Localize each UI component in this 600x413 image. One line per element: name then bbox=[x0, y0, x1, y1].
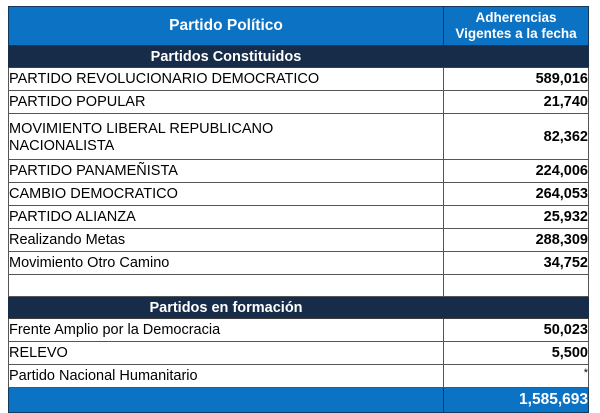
column-header-adherents-line2: Vigentes a la fecha bbox=[455, 26, 577, 41]
table-row: PARTIDO POPULAR 21,740 bbox=[8, 90, 589, 114]
party-name: PARTIDO ALIANZA bbox=[8, 205, 444, 229]
party-name: PARTIDO REVOLUCIONARIO DEMOCRATICO bbox=[8, 67, 444, 91]
table-row: Partido Nacional Humanitario * bbox=[8, 364, 589, 388]
party-name: CAMBIO DEMOCRATICO bbox=[8, 182, 444, 206]
table-row: RELEVO 5,500 bbox=[8, 341, 589, 365]
party-adherents: 50,023 bbox=[443, 318, 589, 342]
table-container: Partido Político Adherencias Vigentes a … bbox=[8, 6, 589, 413]
section-title-constituidos: Partidos Constituidos bbox=[8, 45, 444, 68]
party-adherents: 34,752 bbox=[443, 251, 589, 275]
political-parties-table: Partido Político Adherencias Vigentes a … bbox=[8, 6, 589, 413]
party-adherents: * bbox=[443, 364, 589, 388]
total-label bbox=[8, 387, 444, 413]
party-adherents: 264,053 bbox=[443, 182, 589, 206]
party-adherents: 224,006 bbox=[443, 159, 589, 183]
section-title-constituidos-spacer bbox=[443, 45, 589, 68]
section-header-row-constituidos: Partidos Constituidos bbox=[8, 45, 589, 68]
total-value: 1,585,693 bbox=[443, 387, 589, 413]
table-row: MOVIMIENTO LIBERAL REPUBLICANO NACIONALI… bbox=[8, 113, 589, 160]
section-header-row-formacion: Partidos en formación bbox=[8, 296, 589, 319]
party-name: Partido Nacional Humanitario bbox=[8, 364, 444, 388]
party-name: Frente Amplio por la Democracia bbox=[8, 318, 444, 342]
party-adherents: 25,932 bbox=[443, 205, 589, 229]
column-header-party: Partido Político bbox=[8, 6, 444, 46]
total-row: 1,585,693 bbox=[8, 387, 589, 413]
party-name: Realizando Metas bbox=[8, 228, 444, 252]
table-row: Frente Amplio por la Democracia 50,023 bbox=[8, 318, 589, 342]
party-adherents: 21,740 bbox=[443, 90, 589, 114]
spacer-cell-left bbox=[8, 274, 444, 297]
party-name: Movimiento Otro Camino bbox=[8, 251, 444, 275]
table-row: Realizando Metas 288,309 bbox=[8, 228, 589, 252]
section-title-formacion-spacer bbox=[443, 296, 589, 319]
spacer-cell-right bbox=[443, 274, 589, 297]
table-row: Movimiento Otro Camino 34,752 bbox=[8, 251, 589, 275]
table-row: CAMBIO DEMOCRATICO 264,053 bbox=[8, 182, 589, 206]
party-adherents: 5,500 bbox=[443, 341, 589, 365]
table-row: PARTIDO REVOLUCIONARIO DEMOCRATICO 589,0… bbox=[8, 67, 589, 91]
section-title-formacion: Partidos en formación bbox=[8, 296, 444, 319]
party-name: RELEVO bbox=[8, 341, 444, 365]
party-adherents: 288,309 bbox=[443, 228, 589, 252]
party-name: MOVIMIENTO LIBERAL REPUBLICANO NACIONALI… bbox=[8, 113, 444, 160]
party-name: PARTIDO PANAMEÑISTA bbox=[8, 159, 444, 183]
table-header-row: Partido Político Adherencias Vigentes a … bbox=[8, 6, 589, 46]
column-header-adherents: Adherencias Vigentes a la fecha bbox=[443, 6, 589, 46]
column-header-adherents-line1: Adherencias bbox=[475, 9, 557, 25]
table-row: PARTIDO ALIANZA 25,932 bbox=[8, 205, 589, 229]
spacer-row bbox=[8, 274, 589, 297]
party-name: PARTIDO POPULAR bbox=[8, 90, 444, 114]
table-row: PARTIDO PANAMEÑISTA 224,006 bbox=[8, 159, 589, 183]
party-adherents: 82,362 bbox=[443, 113, 589, 160]
party-adherents: 589,016 bbox=[443, 67, 589, 91]
